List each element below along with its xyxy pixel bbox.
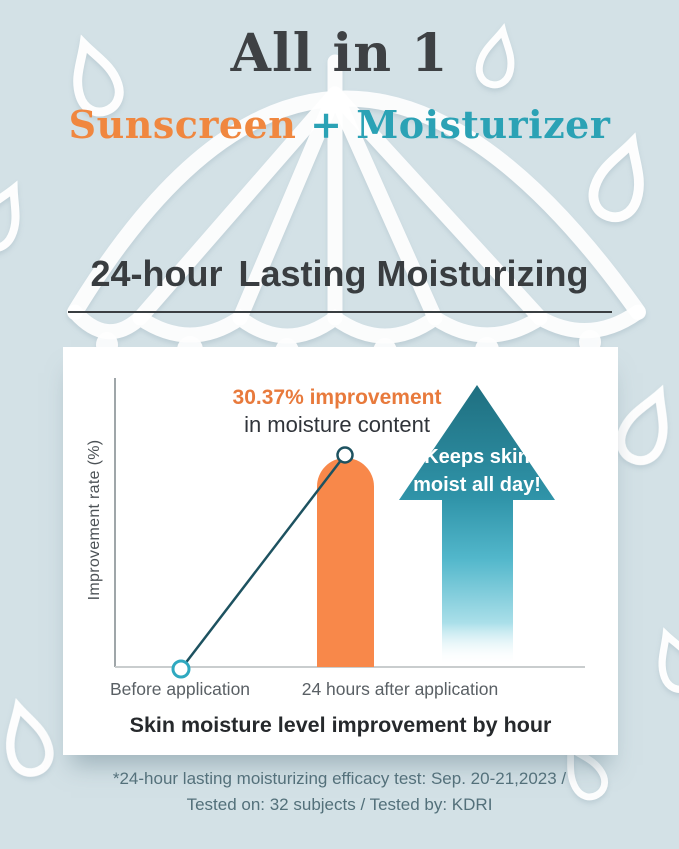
page-subtitle: Sunscreen + Moisturizer	[0, 100, 679, 150]
data-point-marker-after	[336, 446, 354, 464]
value-annotation-secondary: in moisture content	[244, 412, 430, 437]
section-heading-rest: Lasting Moisturizing	[238, 253, 589, 294]
moisture-chart	[114, 378, 585, 679]
section-heading: 24-hour Lasting Moisturizing	[0, 250, 679, 298]
arrow-label-line1: Keeps skin	[424, 446, 530, 468]
heading-underline	[68, 311, 612, 313]
subtitle-plus: +	[310, 102, 343, 147]
trend-line	[180, 454, 346, 670]
chart-title: Skin moisture level improvement by hour	[129, 713, 552, 737]
improvement-bar	[317, 458, 374, 667]
data-point-marker-before	[171, 659, 191, 679]
x-tick-label-before: Before application	[109, 679, 251, 699]
footnote-line2: Tested on: 32 subjects / Tested by: KDRI	[186, 795, 493, 814]
chart-card: Improvement rate (%)	[63, 347, 618, 755]
value-annotation: 30.37% improvement in moisture content	[167, 384, 507, 438]
section-heading-word1: 24-hour	[90, 253, 223, 294]
footnote: *24-hour lasting moisturizing efficacy t…	[0, 766, 679, 818]
subtitle-moisturizer: Moisturizer	[356, 102, 611, 147]
footnote-line1: *24-hour lasting moisturizing efficacy t…	[112, 769, 567, 788]
water-drop-icon	[0, 181, 30, 254]
water-drop-icon	[651, 629, 679, 694]
x-tick-label-after: 24 hours after application	[301, 679, 499, 699]
arrow-label-line2: moist all day!	[413, 474, 541, 496]
page-title: All in 1	[230, 23, 449, 84]
keeps-moist-arrow-shape	[399, 385, 555, 665]
subtitle-sunscreen: Sunscreen	[68, 102, 297, 147]
arrow-label: Keeps skin moist all day!	[367, 443, 587, 499]
water-drop-icon	[615, 386, 678, 466]
value-annotation-primary: 30.37% improvement	[232, 386, 442, 409]
